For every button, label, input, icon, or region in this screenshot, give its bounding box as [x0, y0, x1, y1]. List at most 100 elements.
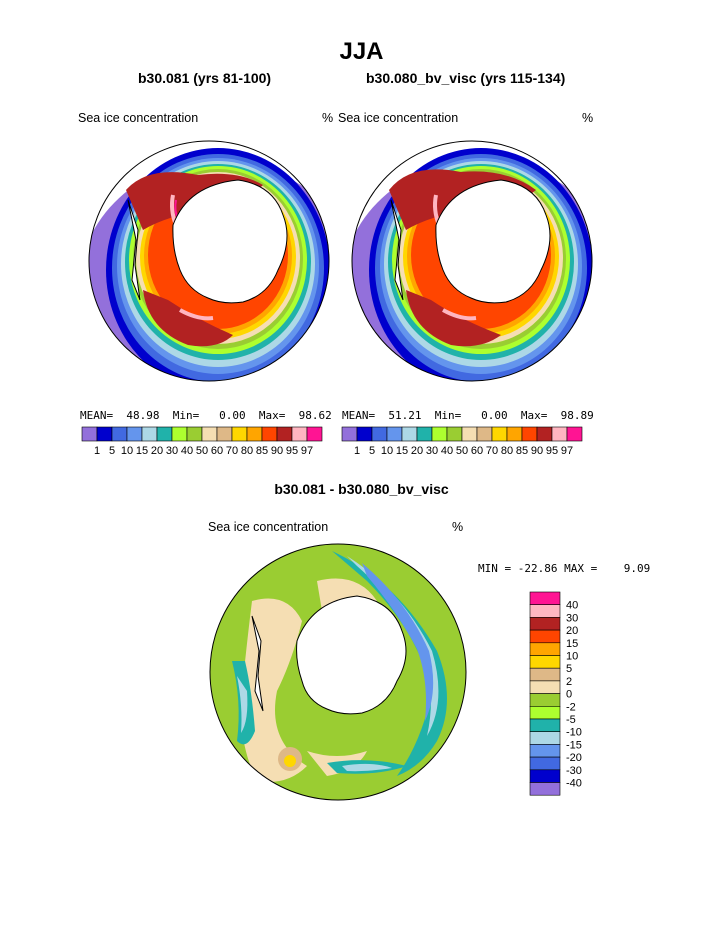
left-colorbar-swatch — [246, 426, 263, 442]
diff-variable-label: Sea ice concentration — [208, 520, 329, 534]
right-unit-label: % — [582, 111, 594, 125]
right-colorbar-tick-label: 40 — [441, 445, 453, 457]
left-colorbar-swatch — [186, 426, 203, 442]
difference-colorbar-swatch — [529, 782, 561, 796]
right-colorbar-swatch — [566, 426, 583, 442]
difference-colorbar-swatch — [529, 756, 561, 771]
right-colorbar-swatch — [536, 426, 553, 442]
left-colorbar-swatch — [156, 426, 173, 442]
difference-colorbar-swatch — [529, 642, 561, 656]
right-min-label: Min= — [434, 409, 462, 422]
left-colorbar-swatch — [96, 426, 113, 442]
left-colorbar-tick-label: 97 — [301, 445, 313, 457]
left-colorbar-tick-label: 95 — [286, 445, 298, 457]
left-colorbar-tick-label: 60 — [211, 445, 223, 457]
right-colorbar-tick-label: 97 — [561, 445, 573, 457]
left-min-value: 0.00 — [219, 409, 246, 422]
difference-colorbar-tick-label: 2 — [566, 676, 572, 688]
left-colorbar: 1 5 10 15 20 30 40 50 60 70 80 85 90 95 97 — [81, 426, 323, 457]
left-colorbar-swatch — [231, 426, 248, 442]
right-colorbar-swatch — [551, 426, 568, 442]
right-max-label: Max= — [520, 409, 548, 422]
left-colorbar-swatch — [216, 426, 233, 442]
left-colorbar-swatch — [171, 426, 188, 442]
left-colorbar-swatch — [261, 426, 278, 442]
difference-colorbar-tick-label: 40 — [566, 600, 578, 612]
diff-min-value: -22.86 — [517, 562, 558, 575]
right-colorbar-tick-label: 30 — [426, 445, 438, 457]
right-polar-map — [351, 140, 593, 382]
difference-colorbar-swatch — [529, 706, 561, 720]
left-colorbar-swatch — [81, 426, 98, 442]
difference-colorbar-swatch — [529, 655, 561, 669]
difference-colorbar-tick-label: 15 — [566, 638, 578, 650]
diff-panel-title: b30.081 - b30.080_bv_visc — [274, 481, 449, 497]
right-mean-value: 51.21 — [388, 409, 422, 422]
right-colorbar-swatch — [431, 426, 448, 442]
right-colorbar-swatch — [506, 426, 523, 442]
right-colorbar-tick-label: 60 — [471, 445, 483, 457]
right-colorbar-tick-label: 95 — [546, 445, 558, 457]
difference-colorbar-tick-label: 30 — [566, 612, 578, 624]
right-colorbar-swatch — [446, 426, 463, 442]
difference-colorbar-tick-label: -5 — [566, 714, 576, 726]
right-colorbar-tick-label: 80 — [501, 445, 513, 457]
difference-colorbar-tick-label: -20 — [566, 752, 582, 764]
difference-colorbar-tick-label: -30 — [566, 765, 582, 777]
right-colorbar-tick-label: 70 — [486, 445, 498, 457]
right-colorbar-tick-label: 15 — [396, 445, 408, 457]
difference-colorbar-tick-label: -15 — [566, 739, 582, 751]
left-unit-label: % — [322, 111, 334, 125]
left-colorbar-tick-label: 30 — [166, 445, 178, 457]
left-stats: MEAN= 48.98 Min= 0.00 Max= 98.62 — [80, 409, 332, 422]
difference-colorbar-swatch — [529, 744, 561, 758]
difference-colorbar-tick-label: 0 — [566, 689, 572, 701]
right-colorbar-swatch — [521, 426, 538, 442]
difference-colorbar-tick-label: 10 — [566, 651, 578, 663]
difference-colorbar-swatch — [529, 718, 561, 732]
right-colorbar-swatch — [461, 426, 478, 442]
left-colorbar-tick-label: 90 — [271, 445, 283, 457]
difference-colorbar-swatch — [529, 769, 561, 783]
figure-title: JJA — [339, 38, 384, 65]
right-colorbar-tick-label: 10 — [381, 445, 393, 457]
right-variable-label: Sea ice concentration — [338, 111, 459, 125]
right-colorbar-swatch — [356, 426, 373, 442]
right-colorbar-tick-label: 20 — [411, 445, 423, 457]
left-colorbar-swatch — [201, 426, 218, 442]
difference-colorbar-swatch — [529, 591, 561, 605]
left-colorbar-tick-label: 10 — [121, 445, 133, 457]
right-stats: MEAN= 51.21 Min= 0.00 Max= 98.89 — [342, 409, 594, 422]
left-mean-value: 48.98 — [126, 409, 160, 422]
left-min-label: Min= — [172, 409, 200, 422]
right-colorbar-tick-label: 1 — [354, 445, 360, 457]
left-max-label: Max= — [258, 409, 286, 422]
right-min-value: 0.00 — [481, 409, 508, 422]
right-max-value: 98.89 — [560, 409, 594, 422]
left-colorbar-swatch — [306, 426, 323, 442]
diff-max-label: MAX = — [564, 562, 598, 575]
left-colorbar-tick-label: 1 — [94, 445, 100, 457]
diff-stats: MIN = -22.86 MAX = 9.09 — [478, 562, 650, 575]
left-colorbar-swatch — [276, 426, 293, 442]
left-colorbar-swatch — [141, 426, 158, 442]
left-colorbar-tick-label: 85 — [256, 445, 268, 457]
right-colorbar-swatch — [401, 426, 418, 442]
difference-colorbar-tick-label: 20 — [566, 625, 578, 637]
right-mean-label: MEAN= — [342, 409, 376, 422]
left-panel-title: b30.081 (yrs 81-100) — [138, 70, 272, 86]
difference-colorbar-tick-label: -40 — [566, 778, 582, 790]
right-colorbar-swatch — [386, 426, 403, 442]
left-colorbar-tick-label: 70 — [226, 445, 238, 457]
difference-colorbar-swatch — [529, 731, 561, 745]
left-colorbar-tick-label: 20 — [151, 445, 163, 457]
left-colorbar-swatch — [111, 426, 128, 442]
diff-unit-label: % — [452, 520, 464, 534]
right-colorbar-swatch — [491, 426, 508, 442]
right-colorbar-tick-label: 5 — [369, 445, 375, 457]
difference-colorbar-tick-label: -2 — [566, 701, 576, 713]
right-colorbar-swatch — [416, 426, 433, 442]
right-colorbar-tick-label: 85 — [516, 445, 528, 457]
left-polar-map — [88, 140, 330, 382]
